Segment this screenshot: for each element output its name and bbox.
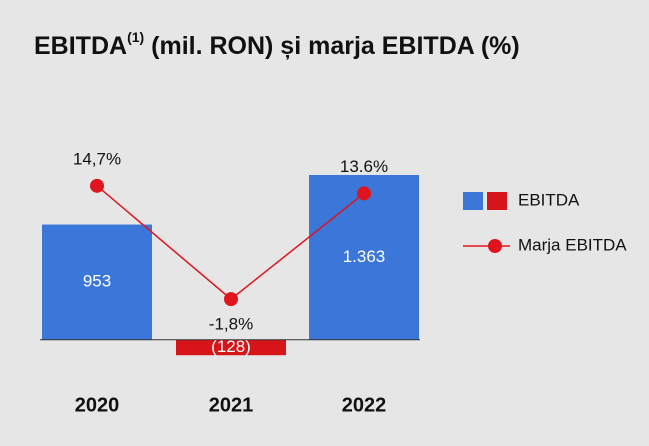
x-tick-label: 2021 <box>209 394 254 416</box>
line-value-label: 13.6% <box>340 157 388 176</box>
bar <box>176 339 286 356</box>
title-superscript: (1) <box>127 29 144 45</box>
line-value-label: 14,7% <box>73 149 121 168</box>
bar-value-label: 1.363 <box>343 247 386 266</box>
bar <box>309 174 419 340</box>
legend-swatch <box>487 192 507 210</box>
bar-value-label: (128) <box>211 337 251 356</box>
legend-label: EBITDA <box>518 190 580 209</box>
legend-swatch <box>463 192 483 210</box>
line-point <box>224 292 238 307</box>
legend-marker <box>488 239 502 253</box>
line-point <box>357 186 371 201</box>
x-tick-label: 2022 <box>342 394 387 416</box>
x-tick-label: 2020 <box>75 394 120 416</box>
bar-value-label: 953 <box>83 272 111 291</box>
legend-label: Marja EBITDA <box>518 235 627 254</box>
title-rest: (mil. RON) și marja EBITDA (%) <box>144 32 520 60</box>
title-main: EBITDA <box>34 32 127 60</box>
line-value-label: -1,8% <box>209 315 253 334</box>
line-point <box>90 178 104 193</box>
chart-title: EBITDA(1) (mil. RON) și marja EBITDA (%) <box>34 29 520 60</box>
bar <box>42 224 152 340</box>
